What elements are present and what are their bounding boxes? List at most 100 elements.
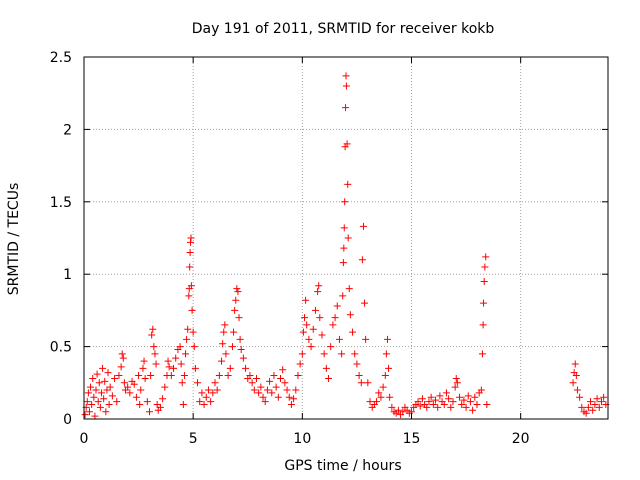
data-point — [228, 343, 236, 351]
data-point — [102, 408, 110, 416]
data-point — [447, 403, 455, 411]
data-point — [345, 285, 353, 293]
data-point — [458, 401, 466, 409]
data-point — [464, 392, 472, 400]
data-point — [255, 389, 263, 397]
y-tick-label: 2.5 — [50, 50, 72, 66]
data-point — [152, 360, 160, 368]
data-point — [87, 383, 95, 391]
data-point — [414, 398, 422, 406]
data-point — [381, 372, 389, 380]
data-point — [104, 369, 112, 377]
data-point — [170, 364, 178, 372]
data-point — [377, 393, 385, 401]
data-point — [237, 345, 245, 353]
data-point — [196, 398, 204, 406]
data-point — [340, 224, 348, 232]
data-point — [83, 398, 91, 406]
data-point — [118, 350, 126, 358]
data-point — [342, 72, 350, 80]
data-point — [176, 343, 184, 351]
data-point — [287, 401, 295, 409]
y-tick-label: 0 — [63, 412, 72, 428]
data-point — [434, 403, 442, 411]
data-point — [343, 140, 351, 148]
data-point — [164, 357, 172, 365]
data-point — [250, 386, 258, 394]
data-point — [480, 299, 488, 307]
data-point — [248, 379, 256, 387]
data-point — [480, 277, 488, 285]
data-point — [339, 259, 347, 267]
data-point — [148, 331, 156, 339]
data-point — [252, 374, 260, 382]
data-point — [325, 374, 333, 382]
data-point — [318, 331, 326, 339]
data-point — [351, 350, 359, 358]
data-point — [92, 386, 100, 394]
data-point — [452, 374, 460, 382]
data-point — [91, 412, 99, 420]
data-point — [449, 398, 457, 406]
data-point — [149, 325, 157, 333]
data-point — [436, 392, 444, 400]
data-point — [301, 314, 309, 322]
data-point — [103, 386, 111, 394]
data-point — [204, 386, 212, 394]
y-axis-label: SRMTID / TECUs — [6, 183, 22, 296]
data-point — [309, 325, 317, 333]
data-point — [481, 263, 489, 271]
data-point — [394, 406, 402, 414]
data-point — [93, 370, 101, 378]
data-point — [341, 198, 349, 206]
data-point — [432, 396, 440, 404]
data-point — [259, 393, 267, 401]
data-point — [246, 372, 254, 380]
data-point — [220, 328, 228, 336]
data-point — [183, 335, 191, 343]
data-point — [126, 389, 134, 397]
data-point — [226, 364, 234, 372]
data-point — [147, 372, 155, 380]
data-point — [274, 393, 282, 401]
data-point — [298, 350, 306, 358]
data-point — [281, 379, 289, 387]
data-point — [569, 379, 577, 387]
data-point — [460, 396, 468, 404]
data-point — [219, 340, 227, 348]
y-tick-label: 2 — [63, 122, 72, 138]
data-point — [473, 401, 481, 409]
data-point — [469, 406, 477, 414]
data-point — [97, 389, 105, 397]
data-point — [471, 393, 479, 401]
data-point — [416, 402, 424, 410]
data-point — [189, 328, 197, 336]
data-point — [479, 321, 487, 329]
data-point — [462, 403, 470, 411]
data-point — [186, 248, 194, 256]
data-point — [358, 256, 366, 264]
y-tick-label: 0.5 — [50, 340, 72, 356]
data-point — [234, 288, 242, 296]
data-point — [95, 379, 103, 387]
data-point — [270, 372, 278, 380]
data-point — [366, 398, 374, 406]
data-point — [429, 401, 437, 409]
data-point — [399, 408, 407, 416]
data-point — [311, 306, 319, 314]
data-point — [101, 377, 109, 385]
data-point — [327, 343, 335, 351]
data-point — [96, 403, 104, 411]
data-point — [425, 398, 433, 406]
x-tick-label: 20 — [512, 431, 530, 447]
data-point — [379, 383, 387, 391]
data-point — [108, 392, 116, 400]
data-point — [296, 360, 304, 368]
data-point — [178, 379, 186, 387]
data-point — [218, 357, 226, 365]
data-point — [340, 244, 348, 252]
data-point — [593, 395, 601, 403]
data-point — [595, 403, 603, 411]
data-point — [165, 363, 173, 371]
